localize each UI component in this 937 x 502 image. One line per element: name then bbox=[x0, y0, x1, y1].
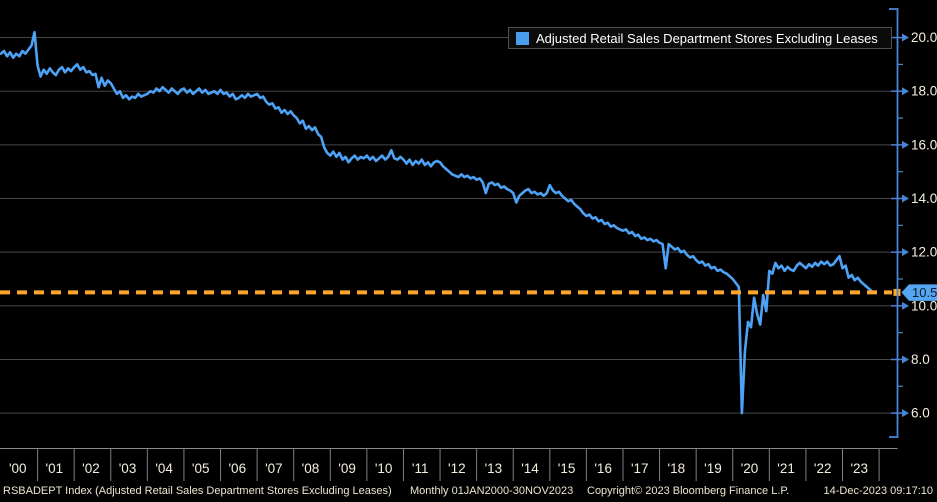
x-axis-year-label: '13 bbox=[485, 461, 503, 476]
legend-item[interactable]: Adjusted Retail Sales Department Stores … bbox=[508, 27, 892, 49]
x-axis-year-label: '22 bbox=[814, 461, 832, 476]
x-axis-year-label: '07 bbox=[265, 461, 283, 476]
y-axis-tick-arrow-icon bbox=[902, 355, 909, 364]
periodicity-range: Monthly 01JAN2000-30NOV2023 bbox=[410, 485, 574, 497]
y-axis-tick-label: 18.0 bbox=[911, 84, 937, 99]
ticker-description: RSBADEPT Index (Adjusted Retail Sales De… bbox=[3, 485, 392, 497]
x-axis-year-label: '17 bbox=[631, 461, 649, 476]
timestamp: 14-Dec-2023 09:17:10 bbox=[823, 485, 933, 497]
y-axis-tick-label: 16.0 bbox=[911, 137, 937, 152]
y-axis-tick-arrow-icon bbox=[902, 194, 909, 203]
y-axis-tick-arrow-icon bbox=[902, 140, 909, 149]
x-axis-year-label: '00 bbox=[9, 461, 27, 476]
x-axis-year-label: '16 bbox=[594, 461, 612, 476]
x-axis-year-label: '08 bbox=[302, 461, 320, 476]
y-axis-tick-arrow-icon bbox=[902, 301, 909, 310]
y-axis-tick-label: 12.0 bbox=[911, 245, 937, 260]
last-value-badge-label: 10.5 bbox=[912, 285, 937, 300]
price-line bbox=[0, 30, 875, 415]
legend-swatch-icon bbox=[516, 31, 529, 45]
x-axis-year-label: '21 bbox=[777, 461, 795, 476]
x-axis-year-label: '06 bbox=[228, 461, 246, 476]
y-axis-tick-arrow-icon bbox=[902, 33, 909, 42]
x-axis-year-label: '10 bbox=[375, 461, 393, 476]
copyright-text: Copyright© 2023 Bloomberg Finance L.P. bbox=[587, 485, 790, 497]
x-axis-year-label: '11 bbox=[412, 461, 429, 476]
x-axis-year-label: '03 bbox=[119, 461, 137, 476]
x-axis-year-label: '01 bbox=[46, 461, 64, 476]
x-axis-year-label: '18 bbox=[668, 461, 686, 476]
legend-label: Adjusted Retail Sales Department Stores … bbox=[536, 30, 878, 46]
y-axis-tick-label: 14.0 bbox=[911, 191, 937, 206]
status-bar: RSBADEPT Index (Adjusted Retail Sales De… bbox=[0, 481, 937, 502]
x-axis-year-label: '20 bbox=[741, 461, 759, 476]
y-axis-tick-label: 20.0 bbox=[911, 30, 937, 45]
x-axis-year-label: '04 bbox=[155, 461, 173, 476]
x-axis-year-label: '23 bbox=[850, 461, 868, 476]
x-axis-year-label: '15 bbox=[558, 461, 576, 476]
y-axis-tick-label: 10.0 bbox=[911, 298, 937, 313]
y-axis-tick-label: 6.0 bbox=[911, 406, 930, 421]
x-axis-year-label: '14 bbox=[521, 461, 539, 476]
y-axis-tick-label: 8.0 bbox=[911, 352, 930, 367]
x-axis-year-label: '05 bbox=[192, 461, 210, 476]
y-axis-tick-arrow-icon bbox=[902, 248, 909, 257]
x-axis-year-label: '19 bbox=[704, 461, 722, 476]
x-axis-year-label: '12 bbox=[448, 461, 466, 476]
y-axis-tick-arrow-icon bbox=[902, 409, 909, 418]
x-axis-year-label: '02 bbox=[82, 461, 100, 476]
x-axis-year-label: '09 bbox=[338, 461, 356, 476]
y-axis-tick-arrow-icon bbox=[902, 87, 909, 96]
last-value-badge bbox=[901, 284, 937, 301]
